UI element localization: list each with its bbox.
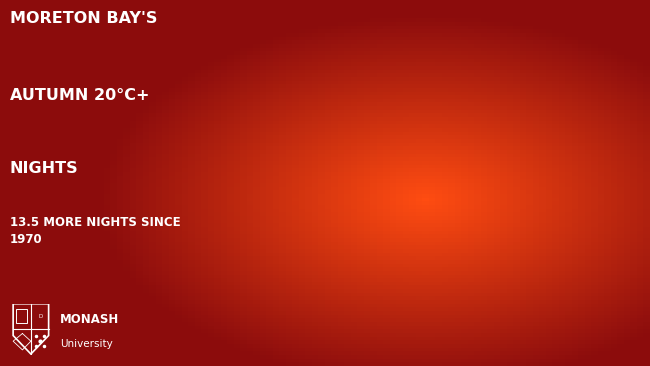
Text: NIGHTS: NIGHTS (10, 161, 79, 176)
Text: AUTUMN 20°C+: AUTUMN 20°C+ (10, 88, 150, 103)
Text: University: University (60, 339, 112, 348)
Text: Ⅾ: Ⅾ (38, 314, 42, 318)
Text: MORETON BAY'S: MORETON BAY'S (10, 11, 157, 26)
Bar (16, 309, 27, 323)
Text: 13.5 MORE NIGHTS SINCE
1970: 13.5 MORE NIGHTS SINCE 1970 (10, 216, 181, 246)
Text: MONASH: MONASH (60, 313, 119, 326)
